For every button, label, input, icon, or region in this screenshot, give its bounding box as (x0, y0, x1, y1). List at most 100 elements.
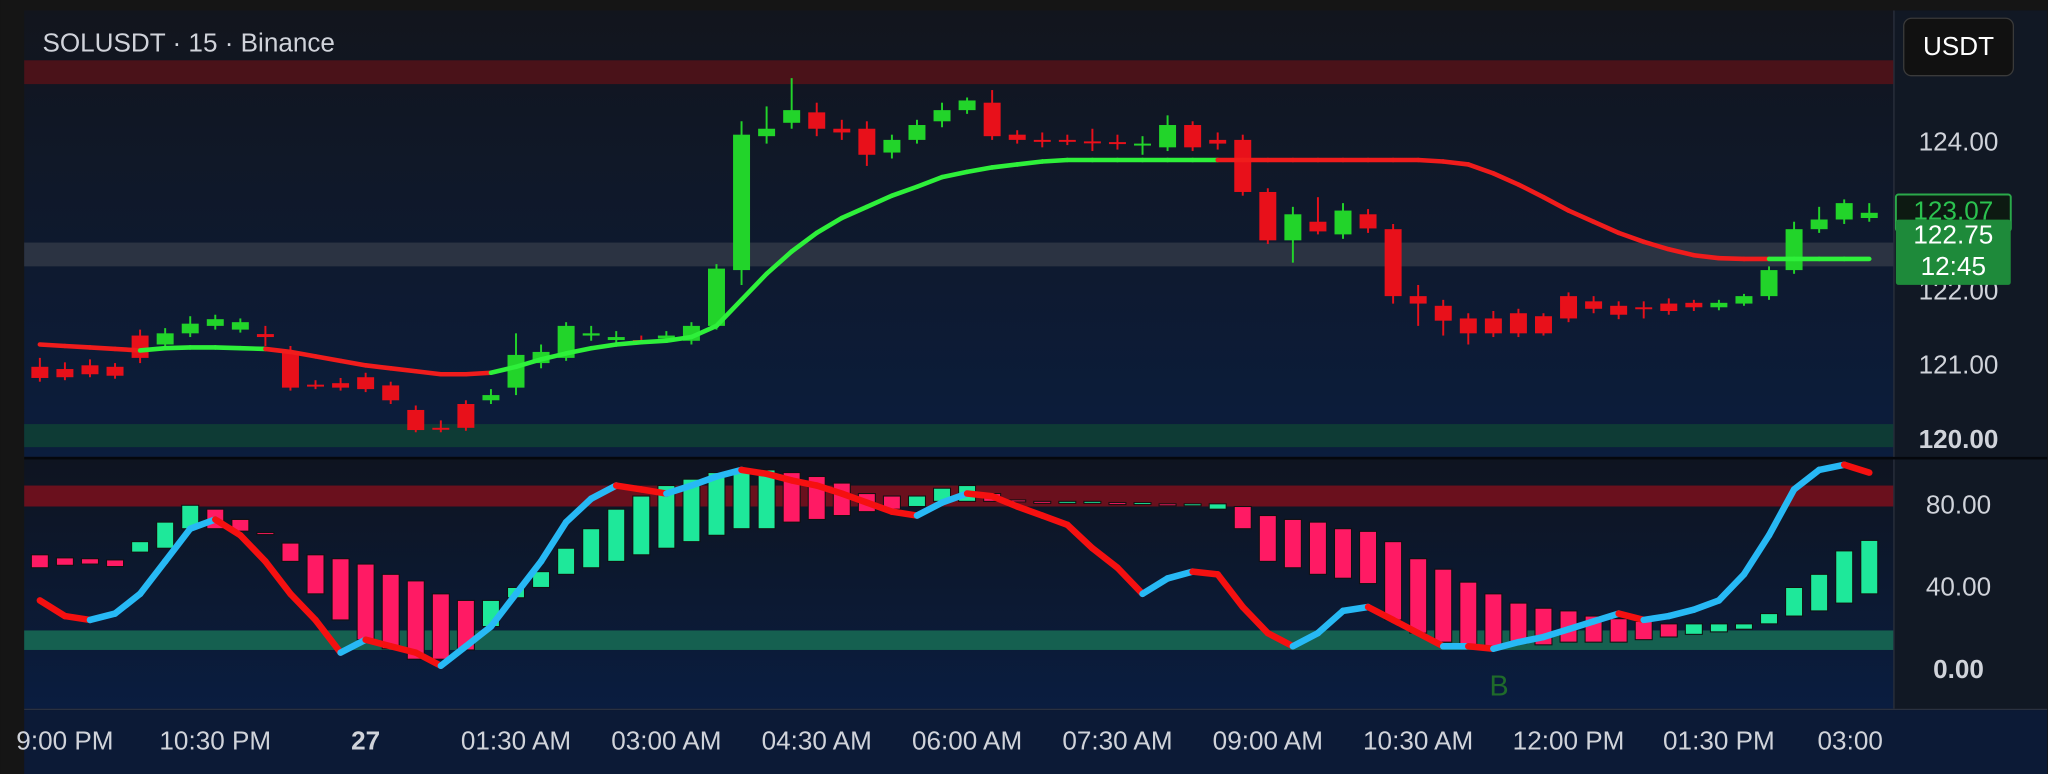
oscillator-segment (1239, 603, 1272, 637)
histogram-bar (682, 478, 701, 543)
histogram-bar (1509, 602, 1528, 645)
oscillator-segment (312, 616, 344, 656)
oscillator-segment (638, 486, 670, 497)
histogram-bar (131, 541, 150, 553)
currency-label[interactable]: USDT (1923, 31, 1994, 61)
histogram-bar (1734, 623, 1753, 630)
oscillator-segment (1540, 625, 1572, 641)
currency-button[interactable] (1903, 17, 2015, 77)
oscillator-segment (437, 642, 470, 670)
oscillator-segment (888, 508, 921, 519)
oscillator-segment (487, 590, 520, 630)
histogram-bar (1183, 503, 1202, 507)
ma-segment (1641, 239, 1672, 252)
ma-segment (37, 342, 68, 349)
histogram-bar (1158, 503, 1177, 507)
oscillator-segment (212, 516, 244, 539)
histogram-bar (632, 495, 651, 556)
countdown: 12:45 (1921, 251, 1986, 281)
oscillator-segment (262, 558, 294, 598)
candle-body (1810, 219, 1828, 230)
candle-body (958, 100, 976, 111)
x-tick-label: 04:30 AM (762, 726, 872, 756)
candle-body (1359, 214, 1377, 229)
candle-body (708, 268, 725, 326)
ma-segment (764, 249, 794, 277)
oscillator-segment (612, 482, 645, 493)
histogram-bar (532, 571, 551, 589)
oscillator-segment (237, 532, 269, 565)
candle-body (256, 334, 274, 338)
candle-body (281, 351, 299, 388)
oscillator-segment (913, 499, 946, 519)
histogram-bar (381, 573, 400, 650)
oscillator-segment (1640, 612, 1673, 624)
histogram-bar (1359, 530, 1378, 585)
ma-segment (388, 366, 419, 374)
candle-body (181, 323, 199, 334)
candle-body (557, 325, 575, 358)
mark-price: 122.75 (1913, 220, 1993, 250)
histogram-bar (1308, 521, 1327, 575)
histogram-bar (1434, 568, 1453, 643)
ma-segment (1516, 182, 1546, 200)
histogram-bar (1333, 528, 1353, 579)
candle-body (1585, 301, 1603, 309)
histogram-bar (55, 557, 74, 566)
oscillator-segment (938, 490, 971, 506)
candle-body (808, 112, 826, 129)
oscillator-segment (1289, 629, 1322, 650)
histogram-bar (1409, 558, 1428, 634)
oscillator-segment (587, 482, 620, 502)
oscillator-segment (1840, 461, 1873, 476)
histogram-bar (1258, 515, 1277, 562)
marks (30, 78, 1879, 670)
ma-segment (739, 271, 769, 303)
ma-segment (1466, 162, 1496, 176)
x-tick-label: 9:00 PM (16, 726, 113, 756)
candle-body (31, 366, 49, 378)
histogram-bar (1208, 503, 1227, 510)
oscillator-segment (1590, 610, 1622, 625)
oscillator-segment (1515, 633, 1547, 646)
ma-segment (1591, 219, 1621, 236)
histogram-bar (356, 563, 375, 641)
oscillator-segment (788, 477, 820, 489)
histogram-bar (256, 532, 275, 536)
candle-body (783, 110, 801, 123)
oscillator-segment (1189, 568, 1221, 578)
ma-segment (363, 363, 393, 371)
y-tick-label: 124.00 (1919, 127, 1999, 157)
labels: 9:00 PM 10:30 PM 27 01:30 AM 03:00 AM 04:30 A… (16, 127, 2012, 756)
ma-segment (1616, 230, 1647, 245)
candle-body (908, 125, 926, 140)
oscillator-segment (1139, 575, 1171, 598)
candle-body (1459, 318, 1477, 334)
histogram-bar (1709, 623, 1728, 633)
ma-segment (964, 165, 995, 175)
oscillator-segment (1765, 486, 1798, 539)
price-panel (24, 10, 1894, 457)
oscillator-segment (1013, 503, 1046, 519)
oscillator-segment (1790, 466, 1823, 493)
ma-segment (839, 204, 870, 221)
oscillator-segment (863, 499, 896, 515)
histogram-bar (1760, 613, 1779, 625)
candle-body (307, 384, 325, 387)
ma-segment (288, 349, 318, 359)
ma-segment (238, 345, 268, 352)
candle-body (1209, 139, 1227, 144)
oscillator-segment (813, 482, 846, 497)
x-tick-label: 07:30 AM (1062, 726, 1172, 756)
candle-body (1384, 229, 1402, 297)
ma-segment (864, 193, 895, 210)
zone (24, 424, 1894, 448)
oscillator-segment (1339, 603, 1372, 615)
candle-body (507, 354, 525, 388)
candle-body (657, 335, 675, 339)
candle-body (1785, 229, 1803, 271)
histogram-bar (732, 469, 751, 530)
x-tick-label: 10:30 AM (1363, 726, 1473, 756)
